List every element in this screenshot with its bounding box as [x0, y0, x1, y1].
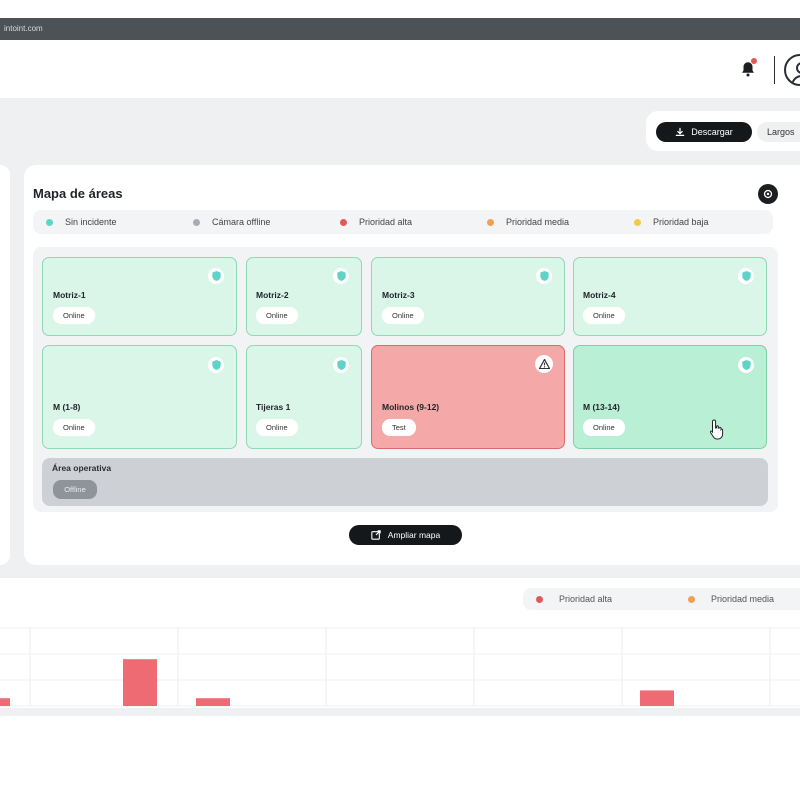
zone-name: Motriz-4 [583, 290, 616, 300]
chart-bar[interactable] [0, 698, 10, 706]
legend-label: Prioridad alta [359, 217, 413, 227]
shield-icon [333, 357, 349, 373]
browser-url: intoint.com [4, 24, 43, 33]
legend-item: Prioridad media [487, 217, 569, 227]
shield-icon [208, 357, 224, 373]
map-title: Mapa de áreas [33, 186, 123, 201]
chart-legend-item: Prioridad alta [536, 594, 612, 604]
zone-status-chip: Online [583, 307, 625, 324]
map-legend [33, 210, 773, 234]
shield-icon [738, 268, 754, 284]
legend-item: Sin incidente [46, 217, 117, 227]
zone-name: Motriz-1 [53, 290, 86, 300]
zone-name: Motriz-3 [382, 290, 415, 300]
legend-dot [634, 218, 641, 226]
zone-status-chip: Test [382, 419, 416, 436]
warning-icon [535, 355, 553, 373]
chart-bar[interactable] [123, 659, 157, 706]
download-button[interactable]: Descargar [656, 122, 752, 142]
shield-icon [333, 268, 349, 284]
zone-status-chip: Online [382, 307, 424, 324]
left-panel [0, 165, 10, 565]
zone-name: Molinos (9-12) [382, 402, 440, 412]
incidents-bar-chart [0, 627, 800, 707]
download-icon [676, 127, 685, 136]
operative-status-chip: Offline [53, 480, 97, 499]
legend-label: Prioridad baja [653, 217, 709, 227]
shield-icon [208, 268, 224, 284]
browser-bar: intoint.com [0, 18, 800, 40]
zone-status-chip: Online [53, 419, 95, 436]
legend-dot [487, 218, 494, 226]
download-label: Descargar [691, 127, 733, 137]
chart-bar[interactable] [196, 698, 230, 706]
legend-label: Prioridad media [711, 594, 775, 604]
expand-map-button[interactable]: Ampliar mapa [349, 525, 462, 545]
zone-name: Tijeras 1 [256, 402, 291, 412]
legend-item: Prioridad baja [634, 217, 709, 227]
legend-dot [536, 595, 543, 603]
legend-label: Cámara offline [212, 217, 271, 227]
legend-dot [340, 218, 347, 226]
legend-dot [193, 218, 200, 226]
legend-item: Prioridad alta [340, 217, 412, 227]
map-settings-button[interactable] [758, 184, 778, 204]
zone-status-chip: Online [53, 307, 95, 324]
largos-button[interactable]: Largos [757, 122, 800, 142]
largos-label: Largos [767, 127, 795, 137]
zone-status-chip: Online [256, 307, 298, 324]
expand-icon [371, 530, 381, 540]
notification-bell-icon[interactable] [739, 60, 757, 78]
zone-name: M (13-14) [583, 402, 620, 412]
legend-dot [46, 218, 53, 226]
notification-badge [751, 58, 757, 64]
hand-cursor-icon [709, 419, 724, 440]
zone-status-chip: Online [256, 419, 298, 436]
legend-dot [688, 595, 695, 603]
chart-bar[interactable] [640, 690, 674, 706]
operative-area-label: Área operativa [52, 463, 112, 473]
gear-icon [763, 189, 773, 199]
user-icon [791, 62, 800, 84]
legend-label: Sin incidente [65, 217, 117, 227]
shield-icon [738, 357, 754, 373]
header-divider [774, 56, 775, 84]
zone-name: M (1-8) [53, 402, 81, 412]
chart-legend [523, 588, 800, 610]
zone-name: Motriz-2 [256, 290, 289, 300]
expand-map-label: Ampliar mapa [387, 530, 441, 540]
operative-area[interactable] [42, 458, 768, 506]
top-header [0, 40, 800, 98]
shield-icon [536, 268, 552, 284]
legend-label: Prioridad alta [559, 594, 613, 604]
zone-status-chip: Online [583, 419, 625, 436]
chart-legend-item: Prioridad media [688, 594, 774, 604]
legend-label: Prioridad media [506, 217, 570, 227]
legend-item: Cámara offline [193, 217, 270, 227]
